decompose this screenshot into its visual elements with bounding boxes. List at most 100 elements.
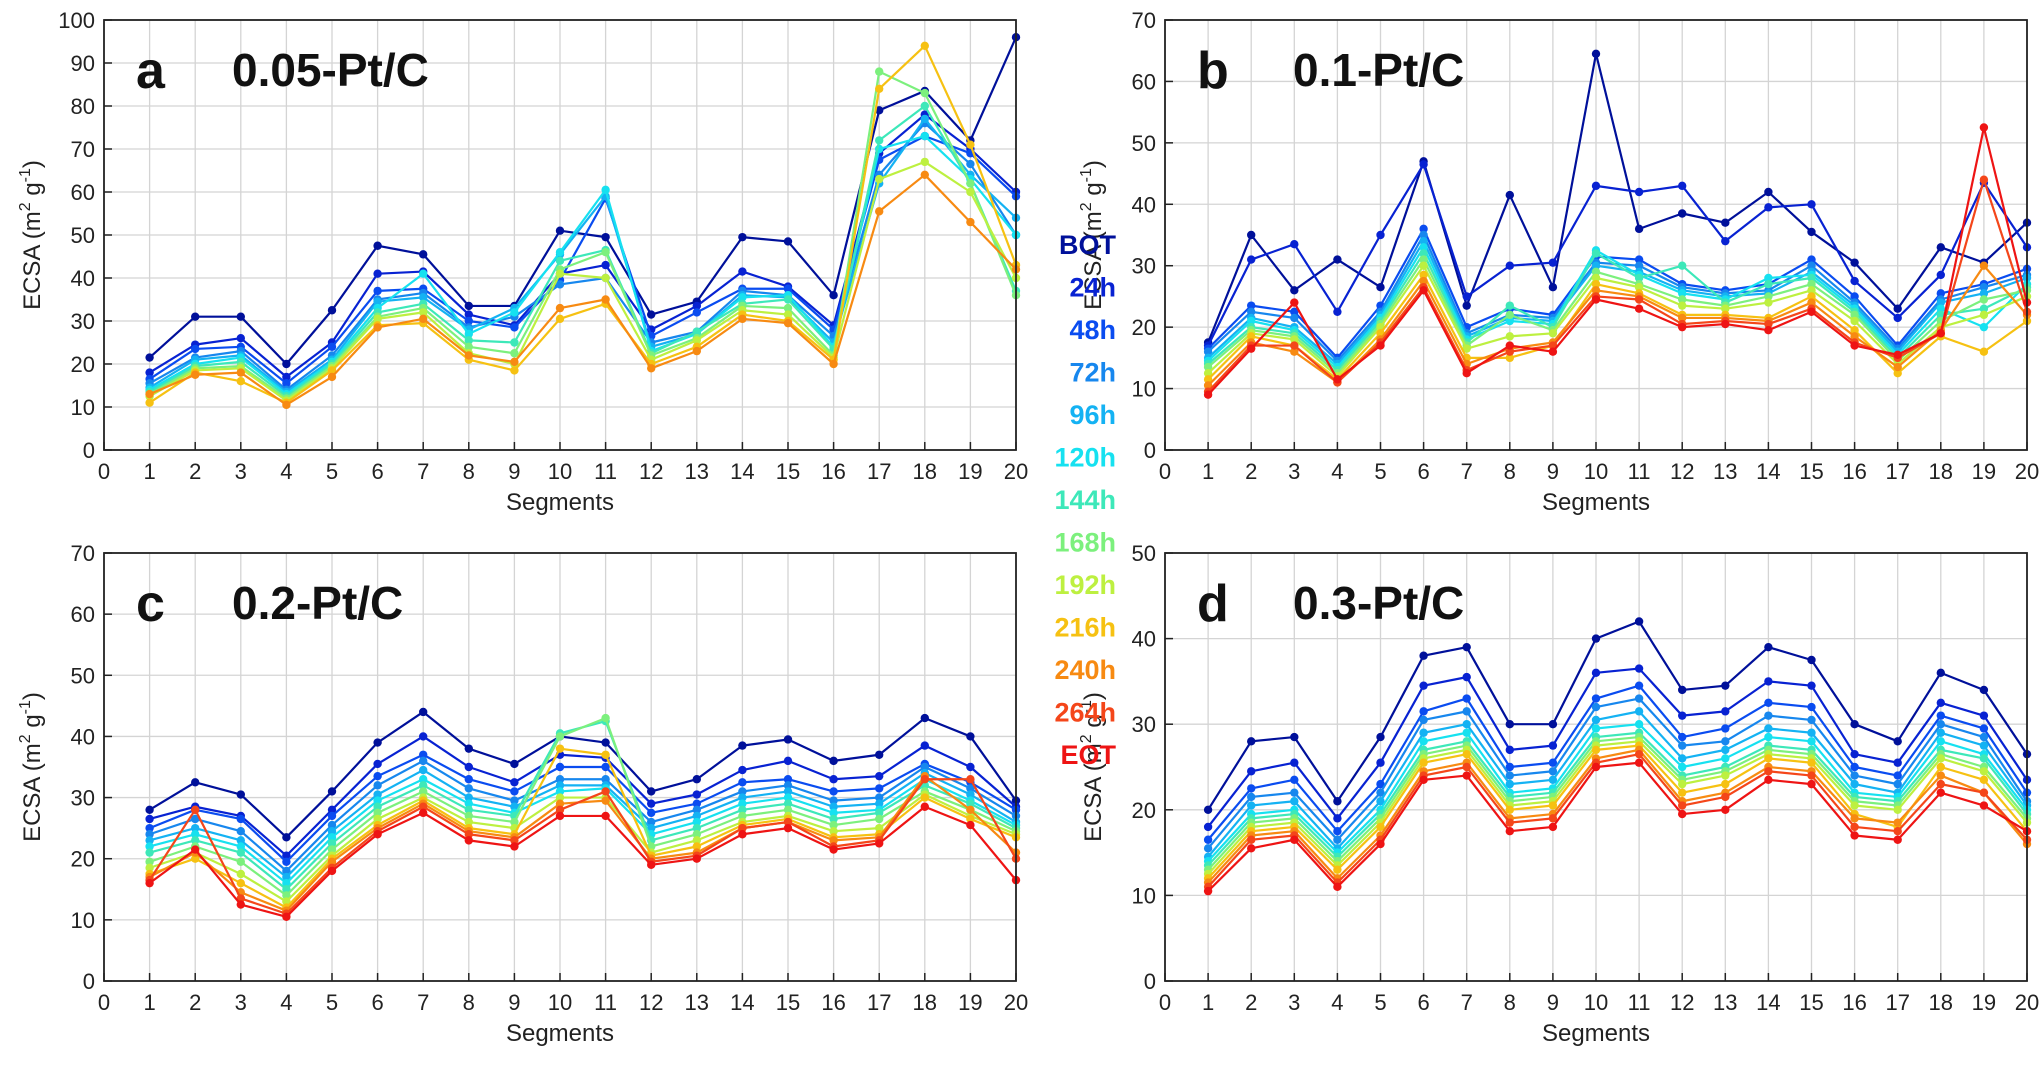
- y-tick-label: 40: [1132, 192, 1156, 217]
- data-point: [1850, 276, 1859, 286]
- data-point: [692, 805, 701, 814]
- data-point: [1678, 685, 1687, 695]
- series-line: [1207, 667, 2028, 828]
- data-point: [1678, 295, 1687, 304]
- data-point: [464, 805, 473, 814]
- data-point: [1764, 203, 1773, 212]
- data-point: [1850, 749, 1859, 759]
- data-point: [236, 842, 245, 851]
- y-axis-label: ECSA (m2 g-1): [17, 692, 46, 842]
- y-tick-label: 60: [71, 180, 95, 205]
- panel-letter: a: [136, 42, 166, 100]
- data-point: [419, 781, 428, 790]
- series-line: [149, 104, 1018, 398]
- data-point: [1333, 827, 1342, 836]
- x-tick-label: 15: [1799, 990, 1823, 1015]
- data-point: [1634, 295, 1644, 304]
- data-point: [191, 312, 200, 321]
- data-point: [419, 293, 428, 302]
- x-tick-label: 11: [594, 990, 617, 1015]
- y-tick-label: 60: [71, 602, 95, 627]
- data-point: [1247, 230, 1256, 240]
- data-point: [920, 775, 929, 784]
- x-tick-label: 4: [280, 990, 292, 1015]
- x-tick-label: 19: [958, 459, 982, 484]
- data-point: [783, 787, 793, 796]
- x-tick-label: 0: [1159, 459, 1171, 484]
- data-point: [601, 248, 610, 257]
- data-point: [920, 114, 929, 124]
- data-point: [738, 778, 747, 787]
- data-point: [1290, 788, 1299, 797]
- data-point: [510, 357, 519, 367]
- data-point: [1591, 702, 1601, 712]
- data-point: [373, 759, 382, 769]
- series-line: [149, 793, 1017, 903]
- data-point: [1764, 754, 1773, 763]
- data-point: [1850, 341, 1859, 350]
- data-point: [966, 805, 975, 814]
- x-tick-label: 17: [1885, 459, 1909, 484]
- x-tick-label: 6: [371, 990, 383, 1015]
- data-point: [692, 336, 701, 345]
- data-point: [1505, 332, 1515, 341]
- data-point: [555, 280, 565, 289]
- series-line: [149, 716, 1017, 897]
- data-point: [373, 790, 382, 799]
- data-point: [1678, 754, 1687, 763]
- series-line: [1207, 740, 2028, 875]
- y-tick-label: 0: [83, 438, 95, 463]
- data-point: [555, 805, 565, 814]
- data-point: [419, 765, 428, 775]
- data-point: [555, 799, 565, 808]
- data-point: [327, 811, 337, 821]
- series-line: [149, 778, 1017, 885]
- data-point: [1634, 707, 1644, 716]
- x-tick-label: 7: [1461, 459, 1473, 484]
- data-point: [1807, 655, 1816, 665]
- panel-letter: c: [136, 575, 165, 633]
- data-point: [1548, 758, 1558, 767]
- data-point: [1462, 720, 1471, 729]
- data-point: [1591, 273, 1601, 283]
- data-point: [692, 811, 701, 821]
- data-point: [1893, 369, 1902, 378]
- data-point: [829, 756, 838, 766]
- data-point: [555, 256, 565, 265]
- data-point: [419, 269, 428, 278]
- data-point: [464, 310, 473, 319]
- data-point: [1290, 341, 1299, 350]
- data-point: [1376, 822, 1385, 832]
- x-tick-label: 14: [730, 459, 754, 484]
- data-point: [1764, 273, 1773, 283]
- data-point: [1936, 771, 1946, 780]
- data-point: [1721, 737, 1730, 746]
- data-point: [1247, 737, 1256, 746]
- data-point: [783, 295, 793, 304]
- series-line: [149, 768, 1017, 879]
- data-point: [282, 885, 291, 894]
- data-point: [327, 787, 337, 796]
- legend-entry-216h: 216h: [1054, 613, 1116, 643]
- data-point: [373, 323, 382, 332]
- data-point: [1721, 319, 1730, 329]
- data-point: [601, 775, 610, 784]
- data-point: [282, 857, 291, 866]
- data-point: [327, 857, 337, 866]
- data-point: [1979, 289, 1989, 298]
- data-point: [1290, 347, 1299, 356]
- data-point: [1979, 295, 1989, 304]
- data-point: [1462, 369, 1471, 378]
- data-point: [1678, 741, 1687, 750]
- panel-title: 0.1-Pt/C: [1293, 44, 1464, 96]
- y-tick-label: 20: [1132, 798, 1156, 823]
- data-point: [419, 732, 428, 741]
- data-point: [1807, 279, 1816, 289]
- data-point: [236, 377, 245, 386]
- data-point: [966, 784, 975, 793]
- data-point: [510, 759, 519, 769]
- data-point: [145, 863, 154, 873]
- data-point: [875, 750, 884, 759]
- series-line: [1207, 620, 2028, 811]
